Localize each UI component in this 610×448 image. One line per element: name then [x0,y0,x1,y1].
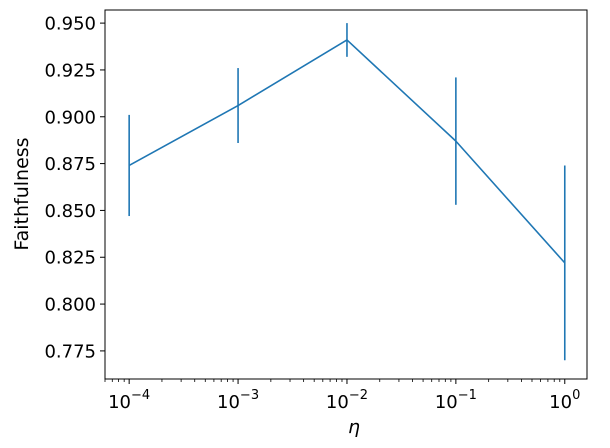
y-tick-label: 0.900 [44,107,96,128]
x-tick-label: 100 [549,388,580,413]
y-tick-label: 0.800 [44,295,96,316]
x-axis-title: η [348,416,360,438]
y-tick-label: 0.950 [44,14,96,35]
y-tick-label: 0.925 [44,60,96,81]
y-tick-label: 0.825 [44,248,96,269]
y-tick-label: 0.775 [44,341,96,362]
x-tick-label: 10−4 [108,388,150,413]
x-tick-label: 10−1 [435,388,477,413]
y-tick-label: 0.875 [44,154,96,175]
y-tick-label: 0.850 [44,201,96,222]
series-line [128,39,566,264]
plot-frame [104,9,588,380]
x-tick-label: 10−2 [326,388,368,413]
x-tick-label: 10−3 [217,388,259,413]
y-axis-title: Faithfulness [11,137,33,250]
